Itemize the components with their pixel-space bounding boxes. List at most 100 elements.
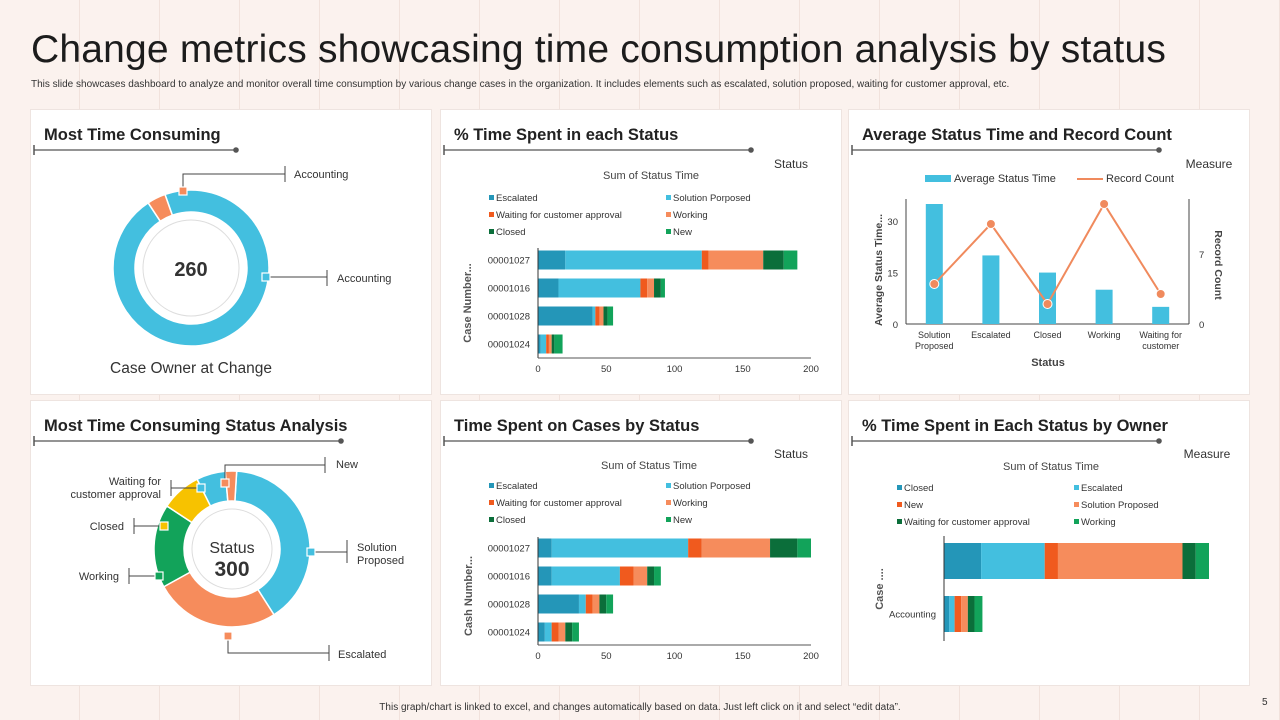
legend-label: Working bbox=[1081, 517, 1116, 528]
bar bbox=[1152, 306, 1170, 324]
bar-segment bbox=[592, 306, 596, 326]
underline-dot bbox=[338, 438, 344, 444]
leader-line bbox=[227, 636, 330, 661]
stacked-bar-chart: Sum of Status Time Closed Escalated New Solu… bbox=[851, 436, 1231, 641]
x-tick-label: 50 bbox=[601, 651, 612, 662]
bar-segment bbox=[558, 622, 566, 642]
bar-segment bbox=[688, 538, 702, 558]
legend-label: New bbox=[904, 500, 923, 511]
bar-segment bbox=[592, 594, 600, 614]
bar-segment bbox=[538, 538, 552, 558]
x-tick-label: 0 bbox=[535, 364, 540, 375]
legend-label: Closed bbox=[496, 515, 526, 526]
corner-label: Measure bbox=[1186, 157, 1233, 171]
bar-segment bbox=[538, 566, 552, 586]
category-label: 00001028 bbox=[488, 312, 530, 323]
bar-segment bbox=[660, 278, 665, 298]
x-tick-label: 100 bbox=[667, 364, 683, 375]
x-tick-label: Escalated bbox=[971, 330, 1011, 340]
y-tick-label: 30 bbox=[887, 217, 898, 228]
legend-label: Solution Porposed bbox=[673, 481, 751, 492]
bar-segment bbox=[548, 334, 552, 354]
chart-title: Sum of Status Time bbox=[601, 460, 697, 472]
bar-segment bbox=[783, 250, 798, 270]
category-label: 00001024 bbox=[488, 628, 530, 639]
legend-swatch bbox=[666, 229, 671, 234]
slice-marker bbox=[306, 547, 316, 557]
underline-dot bbox=[748, 438, 754, 444]
corner-label: Measure bbox=[1184, 447, 1231, 461]
bar-segment bbox=[949, 596, 955, 632]
donut-center-value: 300 bbox=[214, 558, 249, 581]
slice-label: Proposed bbox=[357, 555, 404, 567]
legend-label: New bbox=[673, 227, 692, 238]
corner-label: Status bbox=[774, 157, 808, 171]
bar-segment bbox=[565, 622, 573, 642]
footer-note: This graph/chart is linked to excel, and… bbox=[379, 702, 901, 713]
x-tick-label: 150 bbox=[735, 651, 751, 662]
legend-swatch bbox=[1074, 485, 1079, 490]
legend-swatch bbox=[666, 195, 671, 200]
donut-caption: Case Owner at Change bbox=[110, 360, 272, 377]
legend-label: Solution Proposed bbox=[1081, 500, 1159, 511]
legend-swatch bbox=[666, 500, 671, 505]
x-tick-label: customer bbox=[1142, 341, 1179, 351]
legend-label: Solution Porposed bbox=[673, 193, 751, 204]
y-axis-label: Average Status Time... bbox=[873, 214, 885, 326]
bar-segment bbox=[981, 543, 1045, 579]
bar-segment bbox=[708, 250, 764, 270]
x-tick-label: 200 bbox=[803, 651, 819, 662]
x-tick-label: Waiting for bbox=[1139, 330, 1182, 340]
bar-segment bbox=[961, 596, 968, 632]
chart-title: Sum of Status Time bbox=[1003, 461, 1099, 473]
donut-chart-case-owner: Accounting Accounting 260 Case Owner at Ch… bbox=[33, 145, 391, 377]
underline-dot bbox=[748, 147, 754, 153]
page-title: Change metrics showcasing time consumpti… bbox=[31, 28, 1167, 71]
donut-inner-circle bbox=[142, 219, 240, 317]
bar bbox=[1095, 289, 1113, 324]
bar-segment bbox=[633, 566, 648, 586]
legend-swatch bbox=[489, 500, 494, 505]
category-label: Accounting bbox=[889, 610, 936, 621]
bar-segment bbox=[640, 278, 648, 298]
panel-status-analysis: Solution Proposed Escalated Working Closed Wa… bbox=[30, 400, 432, 686]
bar-segment bbox=[654, 278, 661, 298]
leader-line bbox=[224, 457, 326, 483]
x-tick-label: 0 bbox=[535, 651, 540, 662]
slice-marker bbox=[154, 571, 164, 581]
y2-tick-label: 7 bbox=[1199, 250, 1204, 261]
panel-title: Most Time Consuming bbox=[44, 126, 221, 144]
panel-title: Most Time Consuming Status Analysis bbox=[44, 417, 348, 435]
legend-swatch bbox=[489, 229, 494, 234]
bar-segment bbox=[607, 306, 614, 326]
panel-title: Time Spent on Cases by Status bbox=[454, 417, 700, 435]
chart-title: Sum of Status Time bbox=[603, 170, 699, 182]
bar-segment bbox=[654, 566, 661, 586]
legend-label: Waiting for customer approval bbox=[496, 210, 622, 221]
x-tick-label: Solution bbox=[918, 330, 951, 340]
slice-marker bbox=[196, 483, 206, 493]
panel-time-by-owner: Sum of Status Time Closed Escalated New Solu… bbox=[848, 400, 1250, 686]
legend-label: Closed bbox=[904, 483, 934, 494]
panel-time-spent-each-status: Sum of Status Time Escalated Solution Porp… bbox=[440, 109, 842, 395]
page-number: 5 bbox=[1262, 697, 1268, 708]
slice-label: New bbox=[336, 459, 358, 471]
category-label: 00001016 bbox=[488, 284, 530, 295]
panel-average-status-time: Average Status Time Record Count 0 15 30 0 7 So… bbox=[848, 109, 1250, 395]
x-tick-label: 100 bbox=[667, 651, 683, 662]
bar bbox=[1039, 272, 1056, 324]
legend-label: Working bbox=[673, 210, 708, 221]
bar-segment bbox=[770, 538, 798, 558]
bar-segment bbox=[954, 596, 962, 632]
legend-swatch bbox=[925, 175, 951, 182]
y-tick-label: 0 bbox=[893, 320, 898, 331]
bar-segment bbox=[619, 566, 634, 586]
line-point bbox=[1155, 289, 1166, 299]
bar-segment bbox=[1195, 543, 1209, 579]
donut-slice bbox=[112, 189, 270, 347]
bar-segment bbox=[538, 622, 545, 642]
combo-chart: Average Status Time Record Count 0 15 30 0 7 So… bbox=[851, 145, 1233, 369]
category-label: 00001027 bbox=[488, 544, 530, 555]
donut-slice bbox=[234, 470, 311, 616]
legend-label: Waiting for customer approval bbox=[496, 498, 622, 509]
